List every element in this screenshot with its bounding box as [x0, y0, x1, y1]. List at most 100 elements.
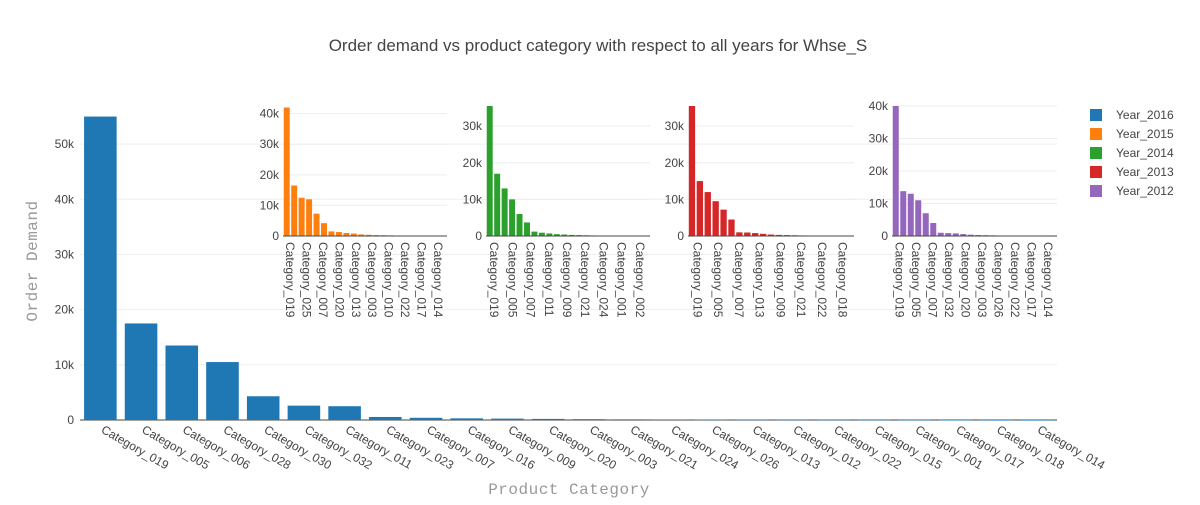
- inset-bar: [486, 106, 493, 236]
- inset-y-tick-label: 0: [881, 229, 888, 243]
- inset-bar: [952, 233, 959, 236]
- main-bar: [735, 419, 768, 421]
- inset-y-tick-label: 0: [272, 229, 279, 243]
- legend-item[interactable]: Year_2015: [1090, 127, 1174, 141]
- inset-bar: [892, 106, 899, 236]
- main-y-tick-label: 20k: [55, 303, 75, 317]
- inset-bar: [900, 191, 907, 236]
- main-bar: [287, 405, 321, 420]
- inset-bar: [728, 219, 735, 236]
- legend-item[interactable]: Year_2014: [1090, 146, 1174, 160]
- inset-x-tick-label: Category_017: [414, 242, 428, 318]
- main-bar: [165, 345, 199, 420]
- inset-y-tick-label: 20k: [260, 168, 280, 182]
- inset-x-tick-label: Category_009: [773, 242, 787, 318]
- inset-x-tick-label: Category_009: [560, 242, 574, 318]
- inset-y-tick-label: 10k: [869, 197, 889, 211]
- main-y-tick-label: 0: [67, 413, 74, 427]
- main-bar: [898, 419, 931, 421]
- inset-y-tick-label: 10k: [665, 192, 685, 206]
- legend-item[interactable]: Year_2012: [1090, 184, 1174, 198]
- inset-bar: [335, 232, 342, 236]
- inset-x-tick-label: Category_005: [909, 242, 923, 318]
- main-gridlines: [80, 143, 1057, 421]
- main-y-tick-label: 10k: [55, 358, 75, 372]
- inset-bar: [516, 214, 523, 236]
- inset-x-tick-label: Category_005: [505, 242, 519, 318]
- inset-bar: [553, 234, 560, 236]
- main-bar: [816, 419, 850, 421]
- inset-x-tick-label: Category_001: [615, 242, 629, 318]
- main-bar: [124, 323, 158, 420]
- inset-x-tick-label: Category_005: [711, 242, 725, 318]
- inset-bar: [945, 233, 952, 236]
- inset-bar: [568, 234, 575, 236]
- inset-bar: [744, 232, 751, 236]
- inset-x-tick-label: Category_022: [398, 242, 412, 318]
- legend-item[interactable]: Year_2013: [1090, 165, 1174, 179]
- main-y-tick-label: 30k: [55, 247, 75, 261]
- inset-bar: [937, 232, 944, 236]
- inset-x-tick-label: Category_013: [753, 242, 767, 318]
- inset-bar: [538, 232, 545, 236]
- x-axis-title: Product Category: [488, 481, 650, 499]
- inset-x-tick-label: Category_019: [487, 242, 501, 318]
- inset-bar: [561, 234, 568, 236]
- inset-bar: [736, 232, 743, 236]
- inset-bar: [767, 234, 775, 236]
- main-bar: [694, 419, 728, 421]
- inset-x-tick-label: Category_018: [836, 242, 850, 318]
- main-bar: [1020, 419, 1053, 421]
- inset-bar: [283, 107, 290, 236]
- inset-bar: [306, 199, 313, 236]
- inset-bar: [298, 197, 305, 236]
- inset-y-tick-label: 30k: [260, 137, 280, 151]
- inset-bar: [358, 234, 365, 236]
- inset-bar: [759, 233, 767, 236]
- inset-x-tick-label: Category_011: [542, 242, 556, 317]
- main-bar: [531, 418, 565, 420]
- chart-title: Order demand vs product category with re…: [329, 36, 868, 55]
- legend-item[interactable]: Year_2016: [1090, 108, 1174, 122]
- inset-x-tick-label: Category_025: [300, 242, 314, 318]
- inset-x-tick-label: Category_022: [815, 242, 829, 318]
- main-x-ticks: Category_019Category_005Category_006Cate…: [99, 422, 1108, 472]
- main-bar: [491, 418, 524, 420]
- legend-label: Year_2014: [1116, 146, 1174, 160]
- inset-x-tick-label: Category_024: [596, 242, 610, 318]
- inset-bar: [775, 234, 783, 236]
- inset-x-tick-label: Category_020: [958, 242, 972, 318]
- inset-x-tick-label: Category_019: [283, 242, 297, 318]
- main-bar: [246, 396, 280, 420]
- inset-x-tick-label: Category_032: [942, 242, 956, 318]
- legend-label: Year_2016: [1116, 108, 1174, 122]
- inset-y-tick-label: 10k: [260, 198, 280, 212]
- main-bar: [613, 419, 646, 420]
- inset-y-tick-label: 20k: [869, 164, 889, 178]
- inset-x-tick-label: Category_021: [794, 242, 808, 318]
- y-axis-title: Order Demand: [24, 200, 42, 321]
- inset-y-tick-label: 0: [475, 229, 482, 243]
- inset-x-tick-label: Category_003: [975, 242, 989, 318]
- inset-bar: [343, 232, 350, 236]
- inset-chart-year-2014: 0 10k 20k 30k Category_019 Category_005 Catego…: [463, 106, 650, 318]
- inset-bar: [328, 231, 335, 236]
- main-y-ticks: 0 10k 20k 30k 40k 50k: [55, 137, 75, 427]
- main-bar: [857, 419, 891, 421]
- inset-bar: [365, 234, 372, 236]
- inset-y-tick-label: 10k: [463, 192, 483, 206]
- main-bar: [776, 419, 809, 421]
- legend-label: Year_2013: [1116, 165, 1174, 179]
- legend: Year_2016 Year_2015 Year_2014 Year_2013 Year…: [1090, 108, 1174, 198]
- main-bar: [409, 417, 443, 420]
- legend-label: Year_2012: [1116, 184, 1174, 198]
- inset-x-tick-label: Category_007: [524, 242, 538, 318]
- main-bars: [84, 116, 1053, 421]
- inset-x-tick-label: Category_021: [578, 242, 592, 318]
- inset-bar: [930, 223, 937, 236]
- inset-bar: [524, 222, 530, 236]
- main-bar: [369, 416, 402, 420]
